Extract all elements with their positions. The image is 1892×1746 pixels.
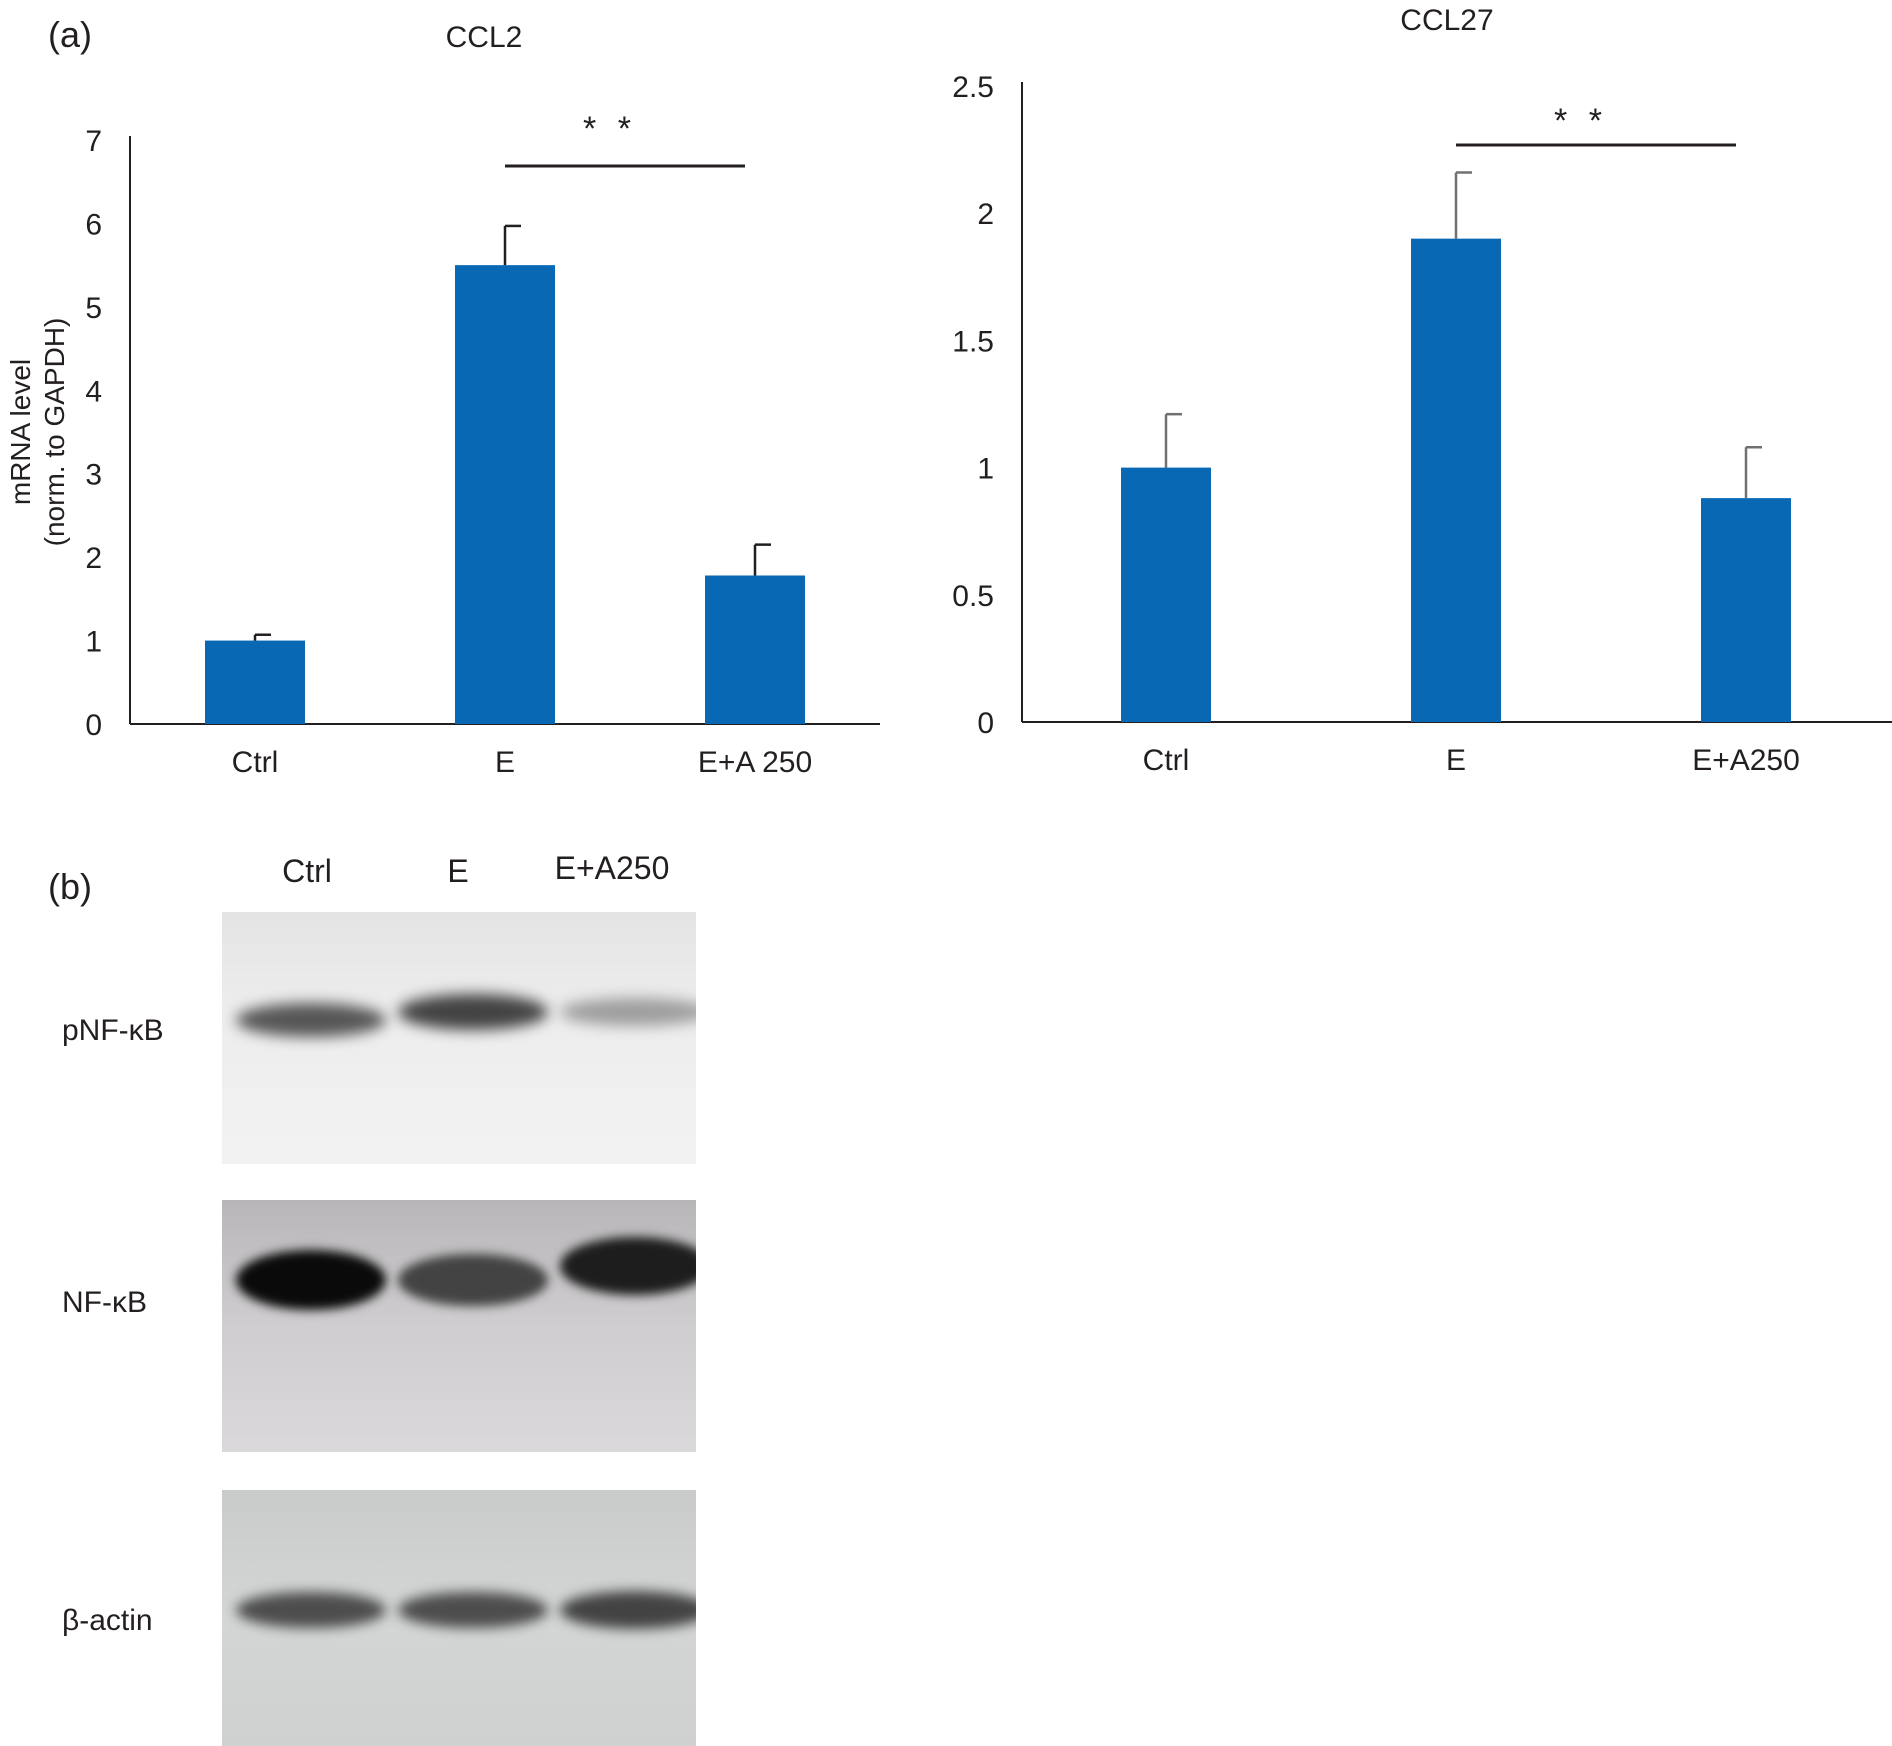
bar xyxy=(205,640,305,724)
blot-strip-beta-actin xyxy=(222,1490,696,1746)
y-tick-label: 2 xyxy=(85,542,102,575)
y-tick-label: 2 xyxy=(977,198,994,231)
panel-label-b: (b) xyxy=(48,866,92,907)
blot-band xyxy=(560,1237,696,1295)
y-tick-label: 5 xyxy=(85,292,102,325)
bar xyxy=(1121,467,1211,722)
y-tick-label: 6 xyxy=(85,208,102,241)
y-tick-label: 2.5 xyxy=(952,71,994,104)
significance-label: * * xyxy=(1554,102,1608,140)
x-tick-label: E+A250 xyxy=(1692,744,1800,777)
bar xyxy=(705,575,805,724)
panel-label-a: (a) xyxy=(48,14,92,55)
blot-row-label-pnfkb: pNF-κB xyxy=(62,1014,164,1047)
bar-charts-svg: CCL2 0 1 2 3 4 5 6 7 mRNA level (norm. to GAPDH) Ct… xyxy=(5,4,1892,779)
blot-band xyxy=(236,1250,386,1310)
x-tick-label: Ctrl xyxy=(1143,744,1190,777)
blot-lane-label-e: E xyxy=(447,853,469,889)
chart-title: CCL27 xyxy=(1400,4,1493,37)
blot-strip-pnfkb xyxy=(222,912,696,1164)
blot-band xyxy=(560,1591,696,1629)
significance-label: * * xyxy=(583,110,637,148)
blot-band xyxy=(398,994,548,1030)
y-tick-label: 0 xyxy=(977,707,994,740)
blot-band xyxy=(236,1003,386,1037)
y-tick-label: 0.5 xyxy=(952,580,994,613)
y-tick-label: 1 xyxy=(85,626,102,659)
bar-charts-area: CCL2 0 1 2 3 4 5 6 7 mRNA level (norm. to GAPDH) Ct… xyxy=(0,0,1892,800)
blot-lane-label-ctrl: Ctrl xyxy=(282,853,332,889)
y-tick-label: 3 xyxy=(85,459,102,492)
blot-band xyxy=(236,1591,386,1629)
y-axis-label-line2: (norm. to GAPDH) xyxy=(39,318,70,547)
blot-row-label-beta-actin: β-actin xyxy=(62,1604,153,1637)
y-tick-label: 0 xyxy=(85,709,102,742)
blot-lane-label-ea250: E+A250 xyxy=(554,850,670,886)
y-axis-label: mRNA level xyxy=(5,359,36,505)
blot-band xyxy=(398,1591,548,1629)
blot-band xyxy=(398,1253,548,1307)
chart-title: CCL2 xyxy=(446,21,523,54)
blot-strip-nfkb xyxy=(222,1200,696,1452)
y-tick-label: 1.5 xyxy=(952,325,994,358)
y-tick-label: 1 xyxy=(977,453,994,486)
x-tick-label: Ctrl xyxy=(232,746,279,779)
x-tick-label: E xyxy=(495,746,515,779)
x-tick-label: E xyxy=(1446,744,1466,777)
bar xyxy=(1701,498,1791,722)
blot-row-label-nfkb: NF-κB xyxy=(62,1286,147,1319)
bar xyxy=(455,265,555,724)
blot-band xyxy=(560,998,696,1026)
x-tick-label: E+A 250 xyxy=(698,746,812,779)
y-tick-label: 7 xyxy=(85,125,102,158)
bar xyxy=(1411,238,1501,722)
y-tick-label: 4 xyxy=(85,375,102,408)
